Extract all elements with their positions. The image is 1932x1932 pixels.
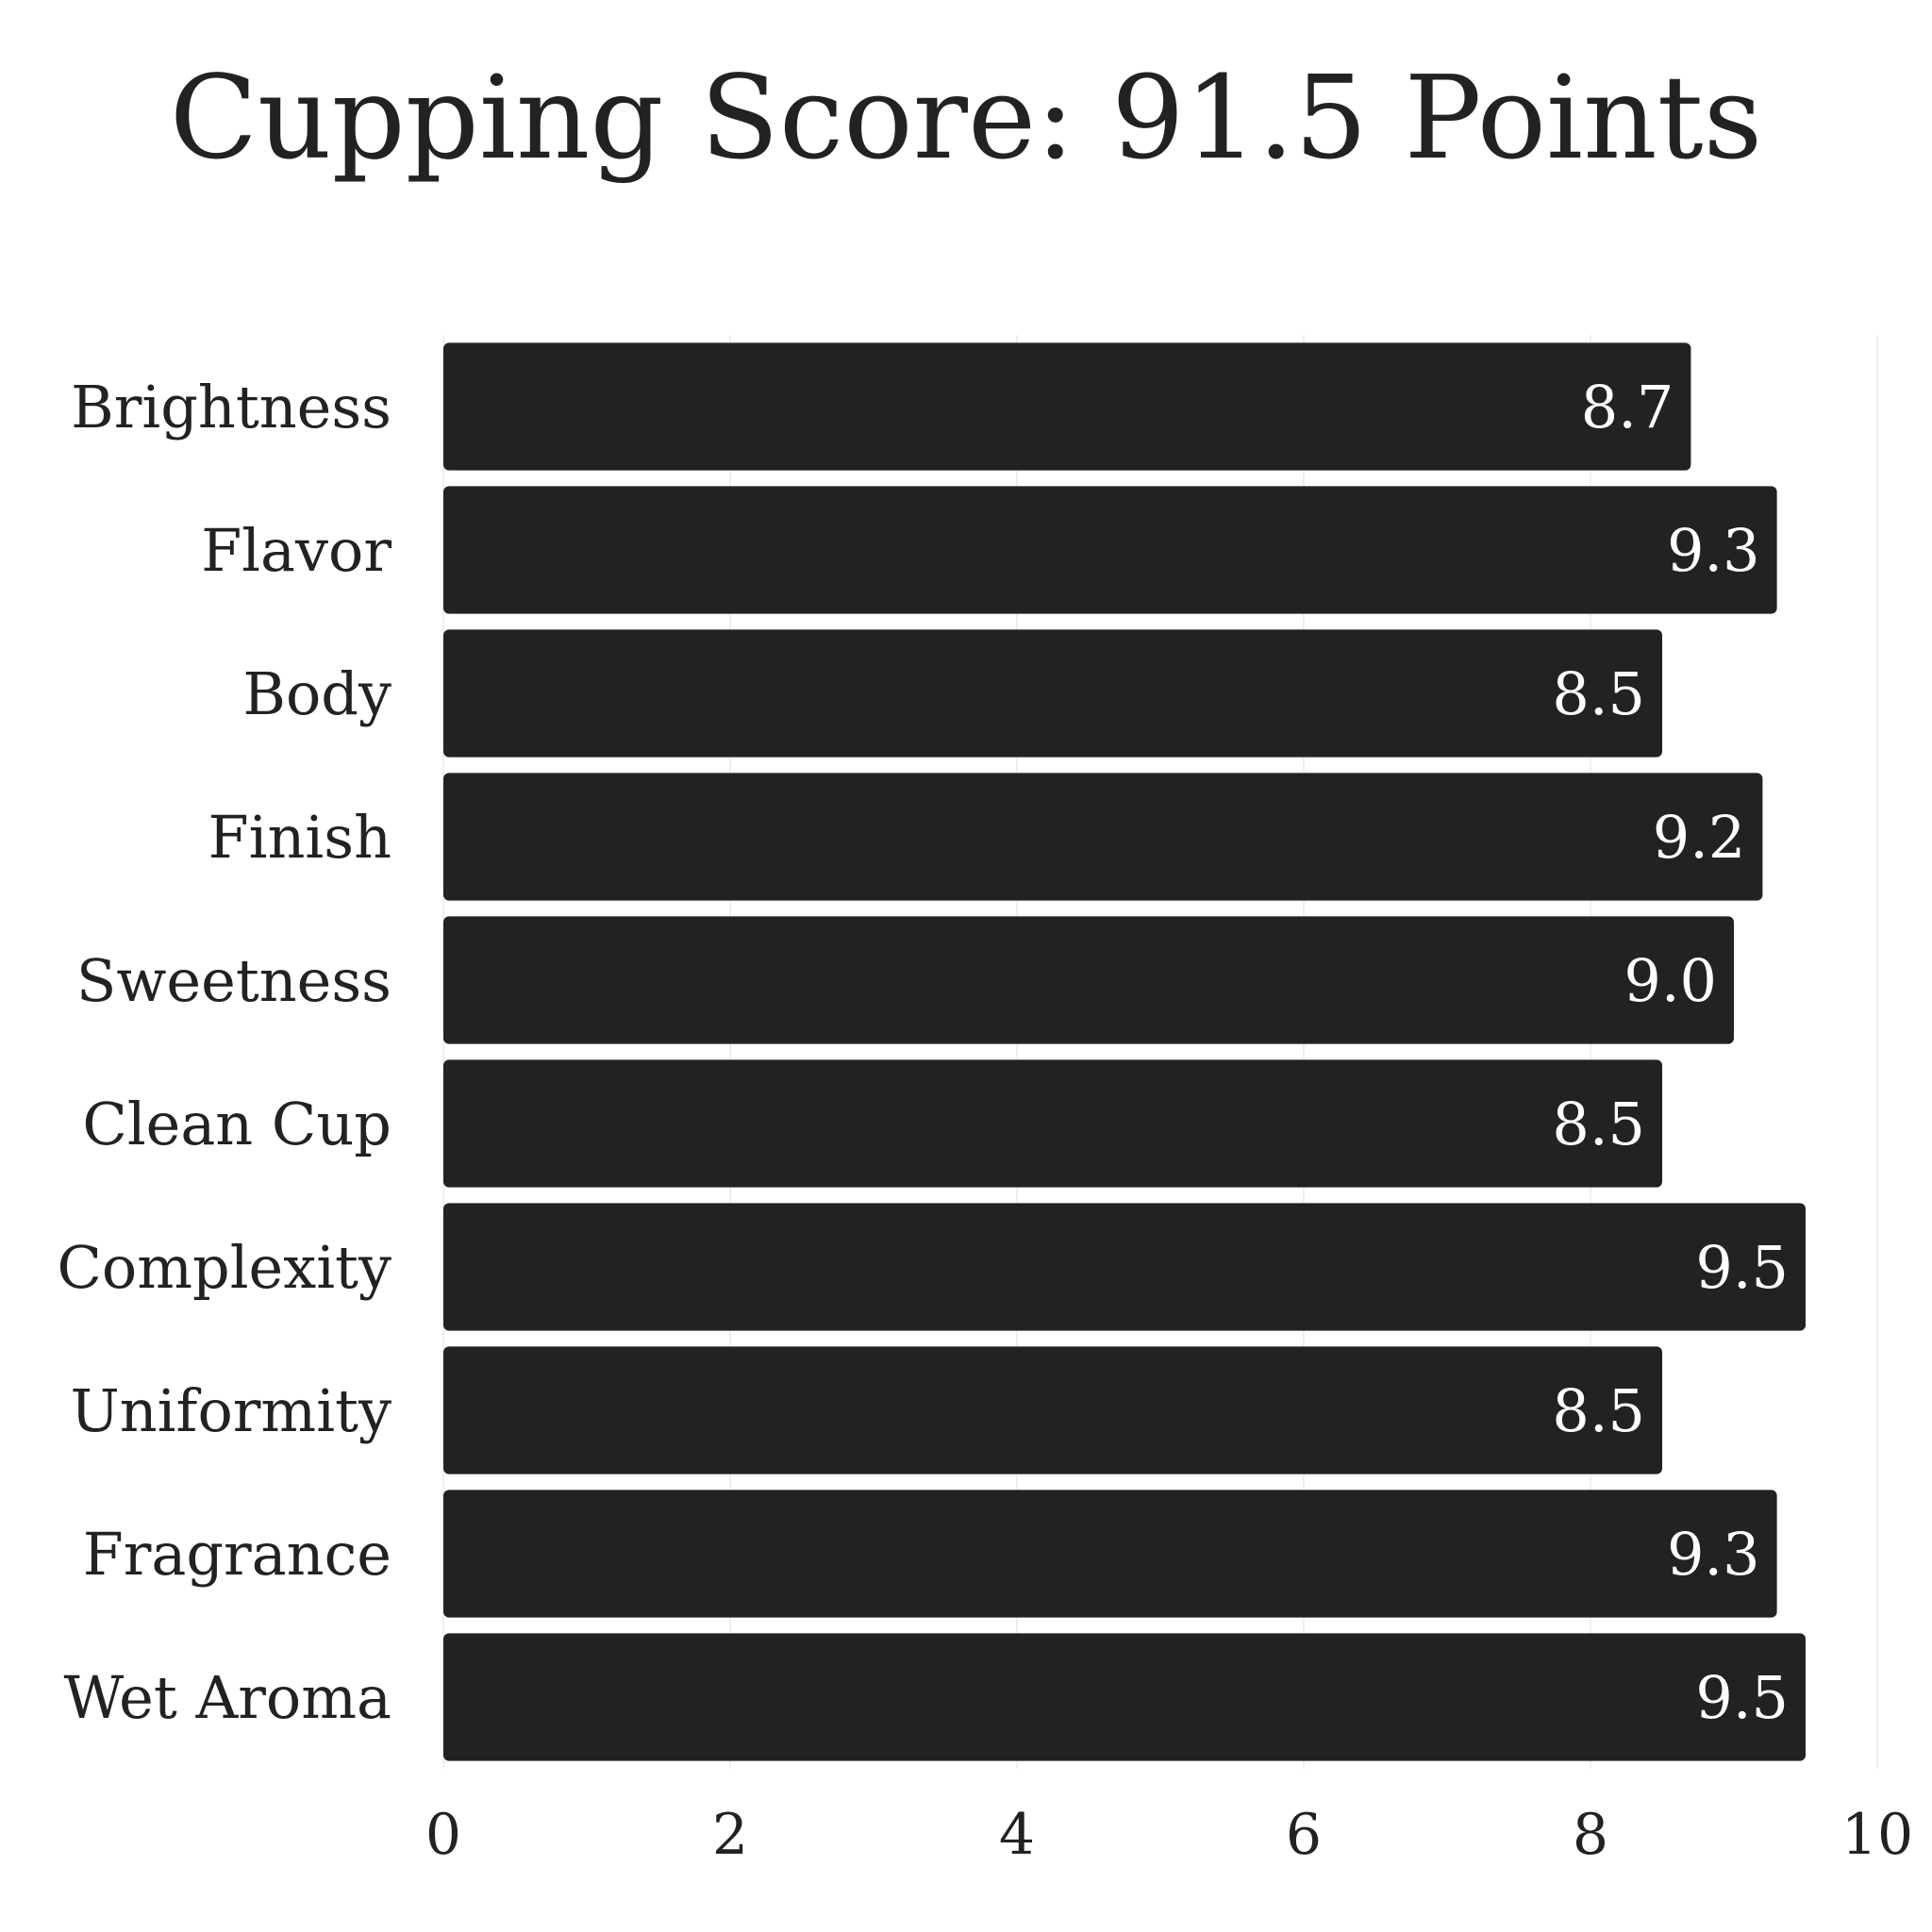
- value-label: 8.5: [1552, 659, 1645, 728]
- bar: [443, 486, 1777, 614]
- value-label: 9.3: [1667, 1520, 1760, 1589]
- bar: [443, 629, 1662, 758]
- bar: [443, 1490, 1777, 1618]
- x-tick-label: 6: [1286, 1802, 1322, 1868]
- value-label: 8.7: [1581, 373, 1674, 441]
- category-label: Finish: [208, 803, 391, 872]
- value-label: 9.3: [1667, 516, 1760, 585]
- category-label: Body: [242, 659, 391, 728]
- value-label: 8.5: [1552, 1090, 1645, 1158]
- category-label: Sweetness: [76, 946, 391, 1015]
- value-label: 9.5: [1695, 1663, 1789, 1732]
- category-label: Clean Cup: [82, 1090, 391, 1158]
- value-label: 9.2: [1653, 803, 1746, 872]
- bar: [443, 916, 1734, 1044]
- category-label: Uniformity: [71, 1376, 392, 1445]
- value-label: 9.0: [1624, 946, 1717, 1015]
- bar: [443, 773, 1763, 901]
- value-label: 9.5: [1695, 1233, 1789, 1302]
- bar: [443, 1633, 1806, 1761]
- x-tick-label: 2: [712, 1802, 748, 1868]
- x-tick-label: 0: [425, 1802, 461, 1868]
- chart-title: Cupping Score: 91.5 Points: [169, 51, 1763, 185]
- category-label: Brightness: [71, 373, 391, 441]
- bar: [443, 1346, 1662, 1474]
- bar: [443, 1203, 1806, 1331]
- category-label: Flavor: [201, 516, 391, 585]
- bar: [443, 1059, 1662, 1188]
- value-label: 8.5: [1552, 1376, 1645, 1445]
- bars: 8.7 9.3 8.5 9.2 9.0 8.5 9.5 8.5 9.3 9.5: [443, 342, 1806, 1761]
- x-axis-ticks: 0 2 4 6 8 10: [425, 1802, 1913, 1868]
- x-tick-label: 10: [1841, 1802, 1913, 1868]
- bar: [443, 342, 1691, 471]
- category-label: Complexity: [57, 1233, 391, 1302]
- x-tick-label: 4: [999, 1802, 1035, 1868]
- category-labels: Brightness Flavor Body Finish Sweetness Clean…: [57, 373, 391, 1732]
- category-label: Wet Aroma: [64, 1663, 391, 1732]
- x-tick-label: 8: [1573, 1802, 1608, 1868]
- category-label: Fragrance: [83, 1520, 391, 1589]
